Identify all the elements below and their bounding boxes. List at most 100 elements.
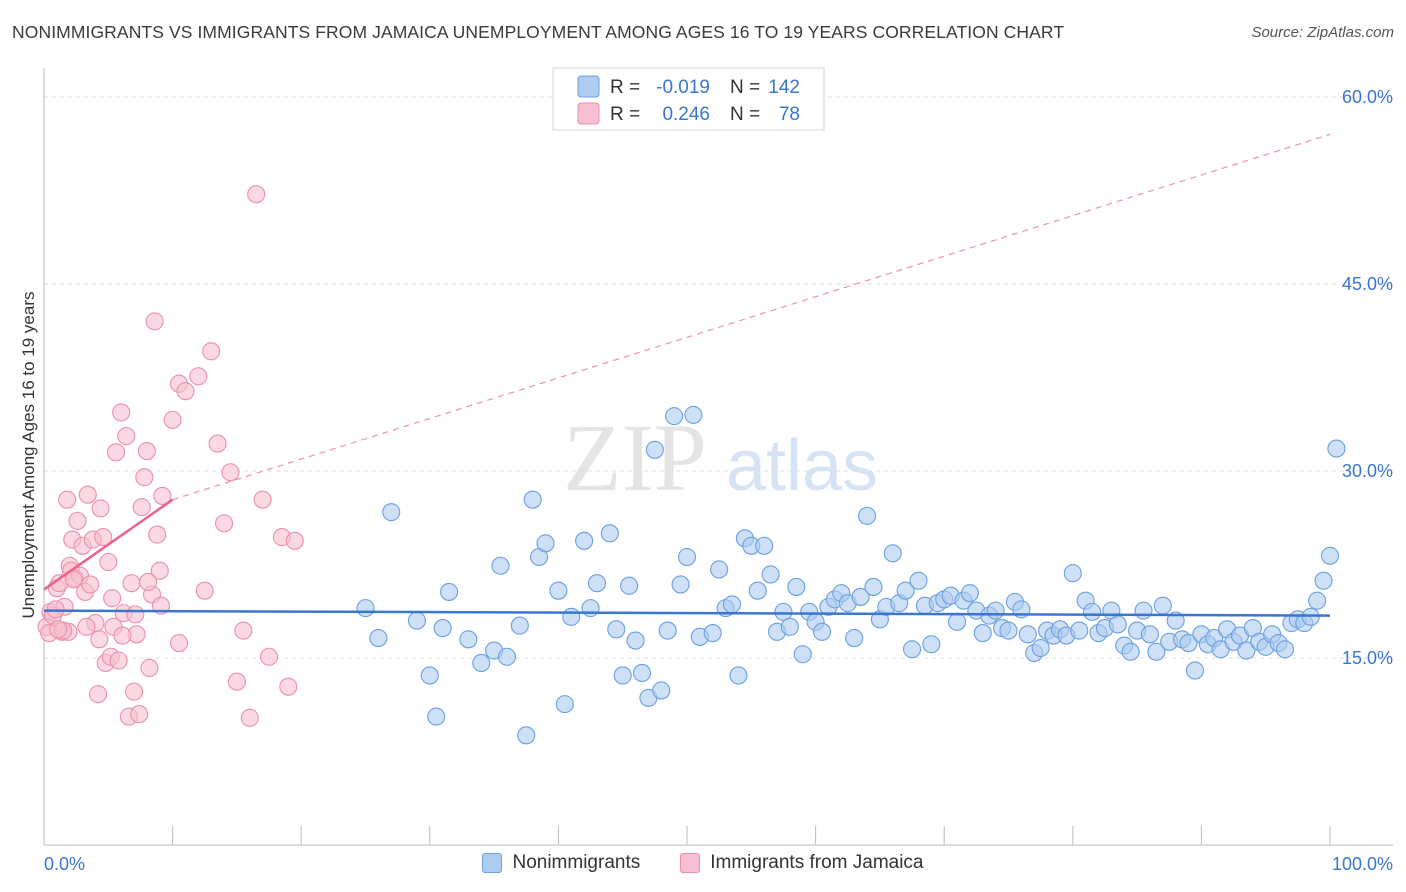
nonimmigrants-point[interactable]	[555, 695, 574, 714]
nonimmigrants-point[interactable]	[973, 624, 992, 643]
immigrants-point[interactable]	[195, 581, 214, 600]
nonimmigrants-point[interactable]	[1237, 641, 1256, 660]
nonimmigrants-point[interactable]	[369, 629, 388, 648]
immigrants-point[interactable]	[46, 600, 65, 619]
immigrants-point[interactable]	[153, 486, 172, 505]
nonimmigrants-point[interactable]	[1031, 638, 1050, 658]
nonimmigrants-point[interactable]	[671, 575, 690, 594]
immigrants-point[interactable]	[139, 572, 158, 592]
nonimmigrants-point[interactable]	[510, 616, 529, 635]
nonimmigrants-point[interactable]	[626, 631, 645, 650]
immigrants-point[interactable]	[77, 617, 96, 636]
immigrants-point[interactable]	[285, 531, 304, 550]
nonimmigrants-point[interactable]	[703, 624, 722, 643]
legend-item-nonimmigrants[interactable]: Nonimmigrants	[482, 852, 640, 874]
nonimmigrants-point[interactable]	[652, 681, 671, 700]
nonimmigrants-point[interactable]	[761, 565, 780, 584]
nonimmigrants-point[interactable]	[459, 630, 478, 649]
nonimmigrants-point[interactable]	[812, 622, 832, 641]
immigrants-point[interactable]	[140, 658, 159, 678]
immigrants-point[interactable]	[99, 552, 118, 572]
immigrants-point[interactable]	[214, 514, 234, 533]
immigrants-point[interactable]	[103, 589, 122, 608]
immigrants-point[interactable]	[189, 367, 208, 386]
immigrants-point[interactable]	[208, 434, 227, 453]
nonimmigrants-point[interactable]	[883, 544, 902, 563]
nonimmigrants-point[interactable]	[851, 587, 870, 606]
nonimmigrants-point[interactable]	[909, 571, 928, 590]
nonimmigrants-point[interactable]	[356, 599, 375, 618]
immigrants-point[interactable]	[176, 382, 195, 401]
immigrants-point[interactable]	[135, 468, 154, 487]
immigrants-point[interactable]	[112, 403, 131, 422]
immigrants-point[interactable]	[49, 620, 68, 639]
immigrants-point[interactable]	[117, 427, 136, 446]
nonimmigrants-point[interactable]	[607, 620, 626, 639]
immigrants-point[interactable]	[202, 342, 221, 361]
nonimmigrants-point[interactable]	[922, 635, 941, 654]
nonimmigrants-point[interactable]	[600, 524, 619, 543]
nonimmigrants-point[interactable]	[491, 556, 510, 575]
nonimmigrants-point[interactable]	[632, 663, 652, 683]
nonimmigrants-point[interactable]	[793, 645, 812, 664]
nonimmigrants-point[interactable]	[1121, 642, 1140, 661]
nonimmigrants-point[interactable]	[986, 601, 1005, 620]
nonimmigrants-point[interactable]	[902, 640, 922, 659]
nonimmigrants-point[interactable]	[845, 629, 864, 648]
nonimmigrants-point[interactable]	[420, 666, 439, 685]
nonimmigrants-point[interactable]	[1275, 640, 1295, 659]
nonimmigrants-point[interactable]	[1083, 602, 1102, 621]
nonimmigrants-point[interactable]	[1147, 642, 1166, 661]
immigrants-point[interactable]	[78, 485, 97, 504]
immigrants-point[interactable]	[130, 705, 149, 724]
nonimmigrants-point[interactable]	[864, 577, 883, 596]
nonimmigrants-point[interactable]	[1018, 625, 1037, 644]
immigrants-point[interactable]	[247, 185, 266, 204]
immigrants-point[interactable]	[169, 633, 189, 653]
nonimmigrants-point[interactable]	[1185, 661, 1205, 680]
immigrants-point[interactable]	[148, 525, 167, 544]
nonimmigrants-point[interactable]	[948, 612, 967, 631]
immigrants-point[interactable]	[106, 443, 126, 462]
nonimmigrants-point[interactable]	[748, 581, 767, 600]
nonimmigrants-point[interactable]	[407, 611, 426, 630]
nonimmigrants-point[interactable]	[1063, 564, 1082, 583]
nonimmigrants-point[interactable]	[1320, 546, 1340, 565]
immigrants-point[interactable]	[122, 574, 141, 593]
immigrants-point[interactable]	[234, 621, 253, 640]
immigrants-point[interactable]	[91, 499, 110, 518]
nonimmigrants-point[interactable]	[562, 607, 581, 626]
nonimmigrants-point[interactable]	[896, 581, 915, 600]
immigrants-point[interactable]	[68, 511, 87, 530]
nonimmigrants-point[interactable]	[774, 602, 793, 621]
nonimmigrants-point[interactable]	[523, 490, 542, 509]
nonimmigrants-point[interactable]	[581, 599, 600, 618]
nonimmigrants-point[interactable]	[1308, 591, 1327, 610]
nonimmigrants-point[interactable]	[472, 653, 491, 673]
nonimmigrants-point[interactable]	[1327, 439, 1346, 458]
nonimmigrants-point[interactable]	[645, 440, 664, 459]
immigrants-point[interactable]	[145, 312, 164, 331]
nonimmigrants-point[interactable]	[665, 407, 684, 426]
immigrants-point[interactable]	[132, 498, 151, 517]
nonimmigrants-point[interactable]	[1140, 625, 1160, 644]
immigrants-point[interactable]	[253, 490, 272, 509]
nonimmigrants-point[interactable]	[1166, 611, 1185, 630]
immigrants-point[interactable]	[90, 630, 109, 649]
nonimmigrants-point[interactable]	[1179, 633, 1198, 653]
nonimmigrants-point[interactable]	[722, 595, 742, 614]
nonimmigrants-point[interactable]	[1314, 571, 1333, 590]
nonimmigrants-point[interactable]	[1153, 596, 1172, 615]
immigrants-point[interactable]	[124, 682, 144, 701]
nonimmigrants-point[interactable]	[677, 547, 697, 567]
nonimmigrants-point[interactable]	[575, 531, 594, 550]
nonimmigrants-point[interactable]	[620, 576, 639, 595]
nonimmigrants-point[interactable]	[536, 534, 555, 553]
legend-item-immigrants-jamaica[interactable]: Immigrants from Jamaica	[680, 852, 924, 874]
nonimmigrants-point[interactable]	[999, 621, 1018, 640]
immigrants-point[interactable]	[240, 708, 259, 727]
immigrants-point[interactable]	[227, 672, 246, 691]
nonimmigrants-point[interactable]	[427, 707, 446, 726]
nonimmigrants-point[interactable]	[755, 536, 774, 555]
nonimmigrants-point[interactable]	[440, 582, 459, 601]
